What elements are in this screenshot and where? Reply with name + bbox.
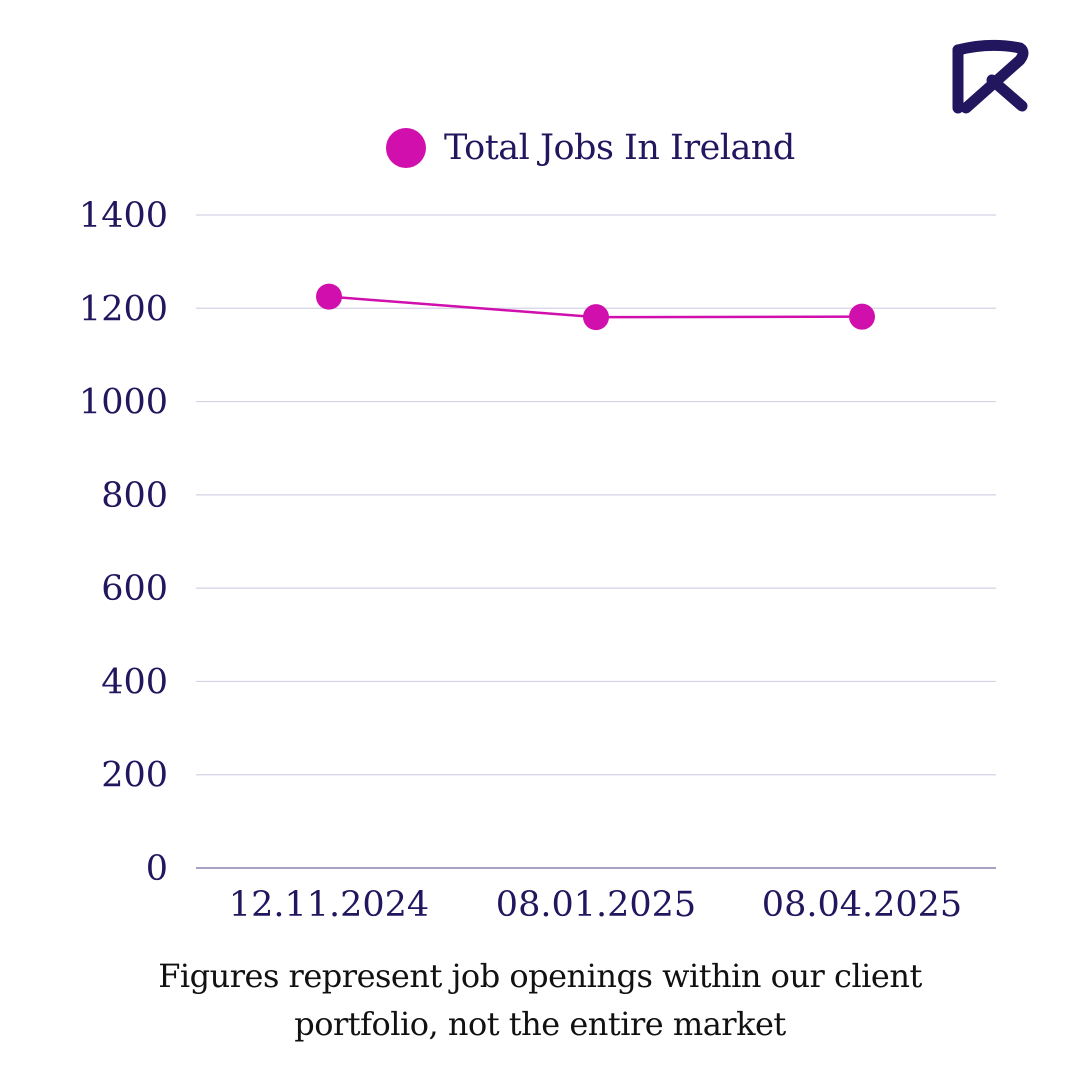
y-tick-label: 1200 <box>79 289 168 329</box>
y-tick-label: 1400 <box>79 196 168 236</box>
line-chart: 0 200 400 600 800 1000 1200 1400 12.11.2024 08.01… <box>79 196 996 925</box>
data-point <box>583 304 609 331</box>
data-point <box>849 303 875 330</box>
chart-legend: Total Jobs In Ireland <box>386 126 795 170</box>
brand-logo-icon <box>952 39 1029 114</box>
legend-marker <box>386 128 426 168</box>
x-tick-label: 08.01.2025 <box>496 885 696 925</box>
y-tick-label: 800 <box>101 476 168 516</box>
x-tick-label: 08.04.2025 <box>762 885 962 925</box>
legend-label: Total Jobs In Ireland <box>444 128 795 168</box>
y-tick-label: 1000 <box>79 383 168 423</box>
x-tick-label: 12.11.2024 <box>229 885 429 925</box>
y-tick-label: 600 <box>101 569 168 609</box>
y-tick-label: 400 <box>101 662 168 702</box>
y-tick-label: 200 <box>101 756 168 796</box>
y-tick-label: 0 <box>146 849 168 889</box>
chart-footnote: Figures represent job openings within ou… <box>158 957 922 1043</box>
data-point <box>316 283 342 310</box>
